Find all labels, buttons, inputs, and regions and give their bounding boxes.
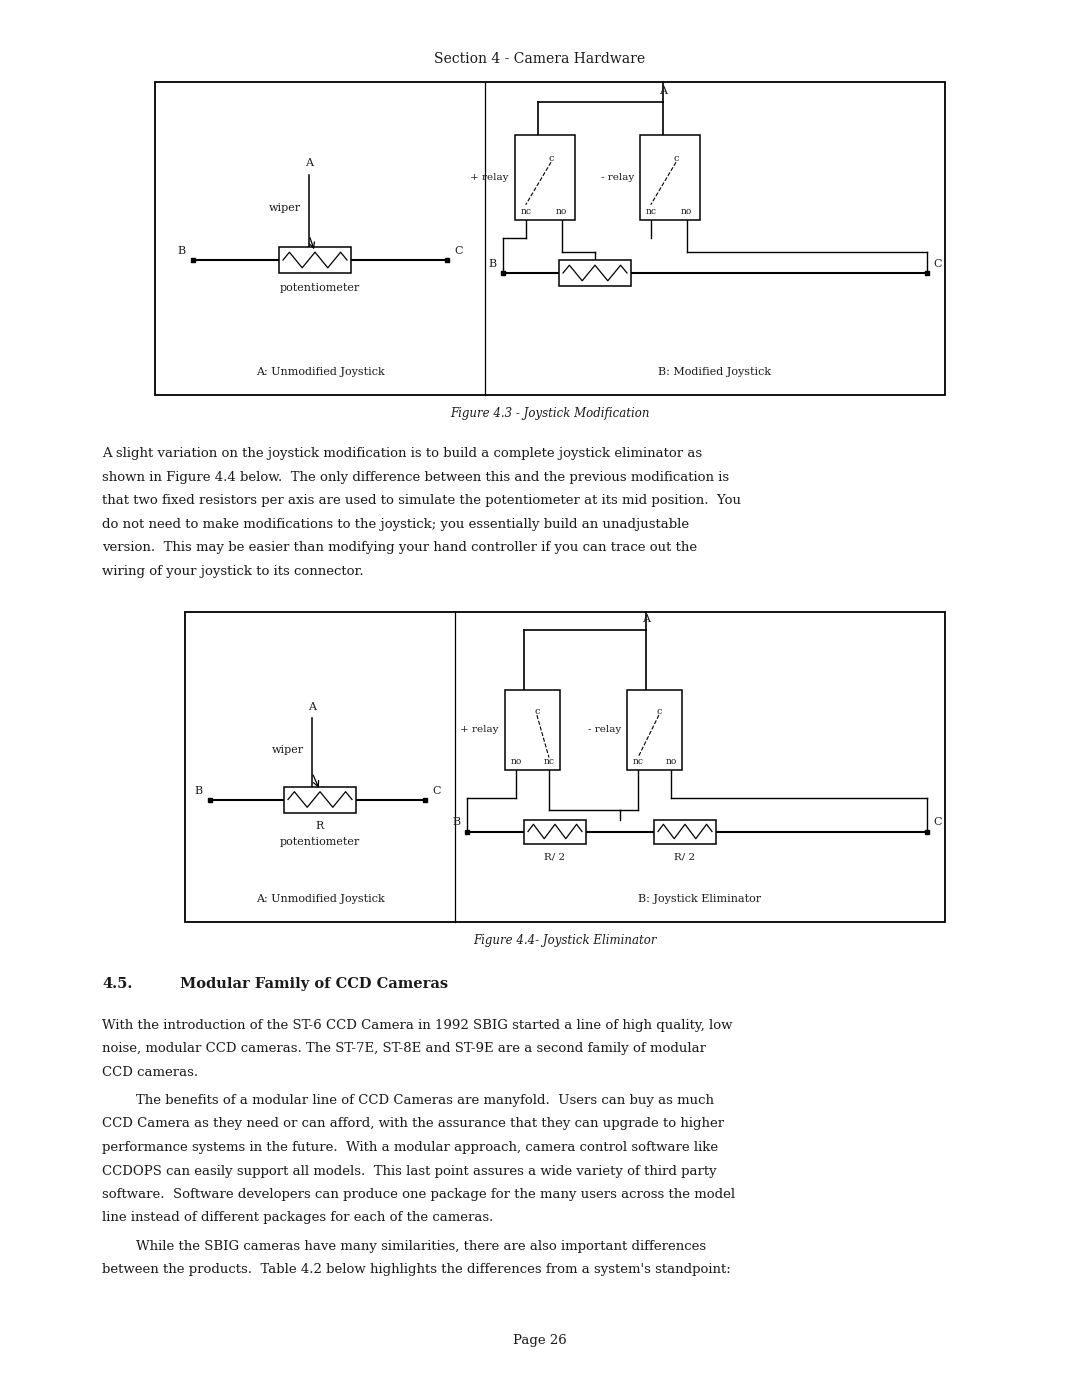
Bar [284,787,356,813]
Text: With the introduction of the ST-6 CCD Camera in 1992 SBIG started a line of high: With the introduction of the ST-6 CCD Ca… [102,1018,732,1031]
Text: shown in Figure 4.4 below.  The only difference between this and the previous mo: shown in Figure 4.4 below. The only diff… [102,471,729,483]
Text: B: B [178,246,186,256]
Text: B: B [489,258,497,270]
Bar [279,247,351,272]
Text: A slight variation on the joystick modification is to build a complete joystick : A slight variation on the joystick modif… [102,447,702,460]
Text: c: c [549,154,554,163]
Text: nc: nc [646,207,657,217]
Text: + relay: + relay [460,725,499,733]
Bar [559,260,631,286]
Text: The benefits of a modular line of CCD Cameras are manyfold.  Users can buy as mu: The benefits of a modular line of CCD Ca… [102,1094,714,1106]
Text: - relay: - relay [600,173,634,182]
Text: B: B [453,816,461,827]
Text: B: Modified Joystick: B: Modified Joystick [659,367,771,377]
Text: software.  Software developers can produce one package for the many users across: software. Software developers can produc… [102,1187,735,1201]
Text: potentiometer: potentiometer [280,837,360,847]
Text: Figure 4.3 - Joystick Modification: Figure 4.3 - Joystick Modification [450,407,650,420]
Text: do not need to make modifications to the joystick; you essentially build an unad: do not need to make modifications to the… [102,517,689,531]
Text: A: A [659,87,666,96]
Text: performance systems in the future.  With a modular approach, camera control soft: performance systems in the future. With … [102,1141,718,1154]
Bar [640,136,700,219]
Text: c: c [535,707,540,717]
Text: - relay: - relay [588,725,621,733]
Text: CCD Camera as they need or can afford, with the assurance that they can upgrade : CCD Camera as they need or can afford, w… [102,1118,724,1130]
Text: c: c [657,707,662,717]
Text: R: R [315,820,324,830]
Text: version.  This may be easier than modifying your hand controller if you can trac: version. This may be easier than modifyi… [102,541,697,555]
Text: A: A [308,701,316,711]
Text: wiper: wiper [269,203,301,212]
Text: Figure 4.4- Joystick Eliminator: Figure 4.4- Joystick Eliminator [473,933,657,947]
Bar [156,82,945,395]
Text: noise, modular CCD cameras. The ST-7E, ST-8E and ST-9E are a second family of mo: noise, modular CCD cameras. The ST-7E, S… [102,1042,706,1055]
Text: wiring of your joystick to its connector.: wiring of your joystick to its connector… [102,564,364,577]
Bar [627,690,681,770]
Bar [185,612,945,922]
Text: C: C [933,816,942,827]
Text: Page 26: Page 26 [513,1334,567,1347]
Text: nc: nc [543,757,554,766]
Text: potentiometer: potentiometer [280,284,360,293]
Text: Section 4 - Camera Hardware: Section 4 - Camera Hardware [434,52,646,66]
Text: no: no [511,757,522,766]
Text: A: A [305,158,313,168]
Bar [654,820,716,844]
Text: that two fixed resistors per axis are used to simulate the potentiometer at its : that two fixed resistors per axis are us… [102,495,741,507]
Text: CCDOPS can easily support all models.  This last point assures a wide variety of: CCDOPS can easily support all models. Th… [102,1165,717,1178]
Text: R/ 2: R/ 2 [544,852,566,862]
Text: no: no [681,207,692,217]
Text: no: no [665,757,677,766]
Text: A: Unmodified Joystick: A: Unmodified Joystick [256,894,384,904]
Text: nc: nc [521,207,531,217]
Text: C: C [454,246,462,256]
Text: 4.5.: 4.5. [102,977,133,990]
Bar [524,820,586,844]
Text: c: c [673,154,678,163]
Text: wiper: wiper [272,745,303,754]
Text: While the SBIG cameras have many similarities, there are also important differen: While the SBIG cameras have many similar… [102,1241,706,1253]
Text: between the products.  Table 4.2 below highlights the differences from a system': between the products. Table 4.2 below hi… [102,1263,731,1277]
Text: + relay: + relay [471,173,509,182]
Text: nc: nc [633,757,644,766]
Text: A: A [643,613,650,623]
Text: no: no [556,207,567,217]
Text: Modular Family of CCD Cameras: Modular Family of CCD Cameras [180,977,448,990]
Text: B: B [194,785,203,795]
Text: A: Unmodified Joystick: A: Unmodified Joystick [256,367,384,377]
Bar [505,690,561,770]
Text: CCD cameras.: CCD cameras. [102,1066,198,1078]
Text: R/ 2: R/ 2 [674,852,696,862]
Text: line instead of different packages for each of the cameras.: line instead of different packages for e… [102,1211,494,1225]
Bar [515,136,575,219]
Text: C: C [432,785,441,795]
Text: B: Joystick Eliminator: B: Joystick Eliminator [638,894,761,904]
Text: C: C [933,258,942,270]
